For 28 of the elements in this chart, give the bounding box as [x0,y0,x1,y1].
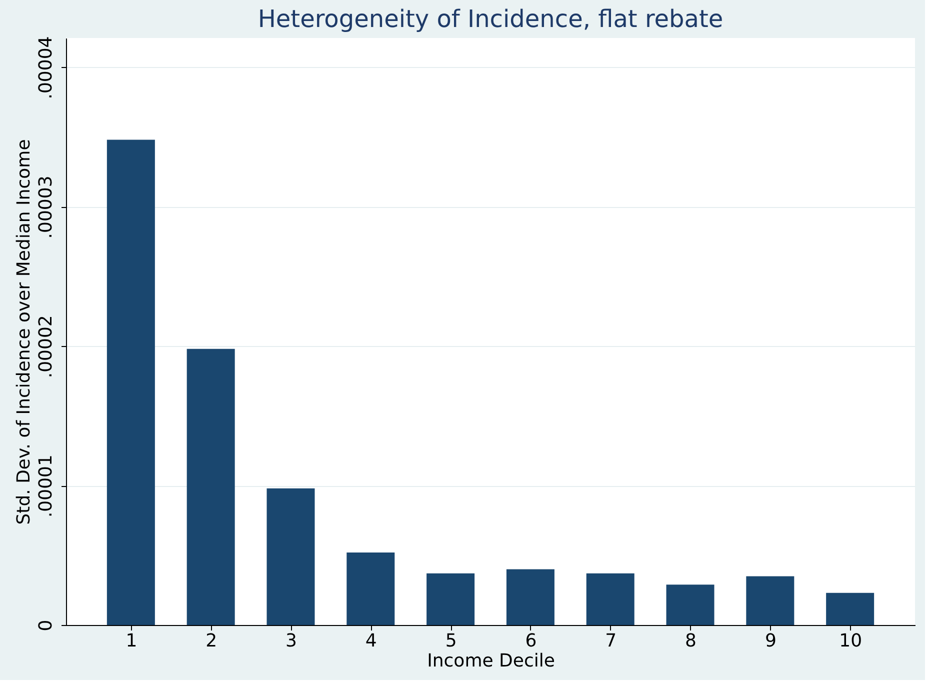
y-tick-label: 0 [36,620,56,632]
x-tick-label: 6 [525,630,537,652]
bar [586,573,634,625]
x-tick-label: 2 [206,630,218,652]
bar [346,552,395,625]
y-axis-title: Std. Dev. of Incidence over Median Income [14,139,34,525]
x-tick-label: 1 [126,630,138,652]
x-tick-label: 7 [605,630,617,652]
bar [266,488,315,625]
x-axis-title: Income Decile [427,650,555,672]
bar [746,576,794,625]
y-tick-label: .00002 [36,315,56,378]
chart-title: Heterogeneity of Incidence, flat rebate [258,4,724,33]
x-tick-label: 10 [839,630,862,652]
x-tick-label: 8 [685,630,696,652]
y-tick-label: .00001 [36,454,56,518]
y-tick-label: .00004 [36,36,56,100]
x-tick-label: 4 [365,630,377,652]
bar [506,569,554,625]
x-tick-label: 3 [286,630,297,652]
x-tick-label: 5 [445,630,457,652]
y-tick-label: .00003 [36,176,56,239]
bar [666,584,714,625]
x-tick-label: 9 [764,630,776,652]
bar [826,592,874,625]
bar [186,348,235,625]
bar [106,140,155,625]
bar [426,573,475,625]
